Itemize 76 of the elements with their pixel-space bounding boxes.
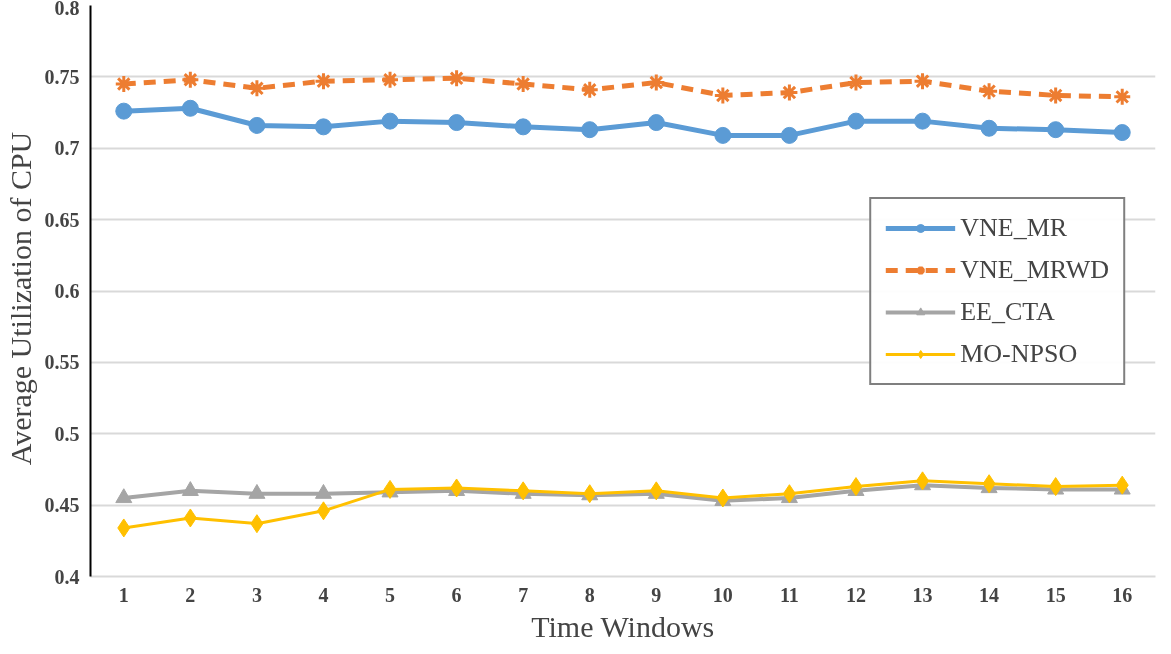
point — [1046, 85, 1066, 105]
y-tick-label: 0.55 — [44, 351, 80, 374]
point — [780, 126, 798, 144]
y-tick-label: 0.7 — [54, 137, 80, 160]
point — [647, 114, 665, 132]
point — [448, 114, 466, 132]
point — [1115, 475, 1129, 495]
point — [646, 73, 666, 93]
point — [580, 80, 600, 100]
point — [447, 68, 467, 88]
x-tick-label: 8 — [584, 583, 595, 606]
y-tick-label: 0.65 — [44, 208, 80, 231]
point — [914, 112, 932, 130]
point — [181, 99, 199, 117]
x-tick-label: 1 — [118, 583, 129, 606]
point — [513, 74, 533, 94]
point — [316, 501, 330, 521]
x-tick-label: 3 — [251, 583, 262, 606]
point — [180, 70, 200, 90]
x-tick-label: 14 — [979, 583, 1000, 606]
point — [713, 85, 733, 105]
point — [314, 483, 332, 499]
legend-label: MO-NPSO — [960, 338, 1078, 369]
y-tick-label: 0.75 — [44, 65, 80, 88]
legend-label: VNE_MRWD — [960, 254, 1109, 285]
point — [846, 73, 866, 93]
x-tick-label: 11 — [779, 583, 799, 606]
point — [247, 78, 267, 98]
point — [115, 102, 133, 120]
point — [847, 112, 865, 130]
x-tick-label: 7 — [518, 583, 529, 606]
point — [181, 481, 199, 496]
point — [980, 119, 998, 137]
legend-label: EE_CTA — [960, 296, 1055, 327]
y-axis-title: Average Utilization of CPU — [3, 131, 37, 466]
x-tick-label: 4 — [318, 583, 329, 606]
point — [381, 112, 399, 130]
x-tick-label: 10 — [712, 583, 733, 606]
x-tick-label: 16 — [1112, 583, 1133, 606]
y-tick-label: 0.8 — [54, 0, 80, 19]
legend-label: VNE_MR — [960, 212, 1068, 243]
point — [380, 70, 400, 90]
point — [982, 474, 996, 494]
point — [514, 118, 532, 136]
x-tick-label: 2 — [185, 583, 196, 606]
y-tick-label: 0.5 — [54, 422, 80, 445]
point — [314, 118, 332, 136]
point — [979, 81, 999, 101]
point — [1112, 87, 1132, 107]
point — [114, 74, 134, 94]
point — [916, 471, 930, 491]
x-tick-label: 13 — [912, 583, 933, 606]
point — [782, 484, 796, 504]
x-axis-title: Time Windows — [531, 609, 715, 643]
point — [115, 488, 133, 504]
y-tick-label: 0.6 — [54, 280, 80, 302]
point — [117, 518, 131, 538]
point — [1113, 124, 1131, 142]
x-tick-label: 5 — [385, 583, 396, 606]
point — [248, 116, 266, 134]
point — [779, 83, 799, 103]
point — [581, 121, 599, 139]
point — [714, 126, 732, 144]
point — [183, 508, 197, 528]
point — [913, 71, 933, 91]
x-tick-label: 15 — [1045, 583, 1066, 606]
x-tick-label: 6 — [451, 583, 462, 606]
point — [849, 477, 863, 497]
point — [248, 483, 266, 499]
y-tick-label: 0.45 — [44, 494, 80, 517]
point — [250, 514, 264, 534]
x-tick-label: 9 — [651, 583, 662, 606]
y-tick-label: 0.4 — [54, 565, 80, 588]
point — [1047, 121, 1065, 139]
x-tick-label: 12 — [845, 583, 866, 606]
point — [313, 71, 333, 91]
